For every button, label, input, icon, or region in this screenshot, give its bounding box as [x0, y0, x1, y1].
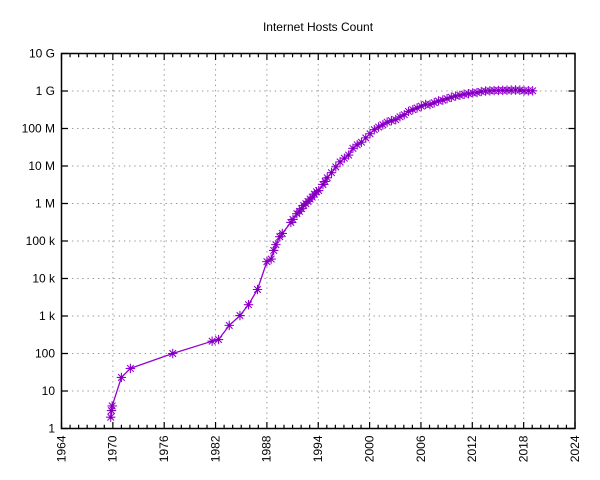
svg-text:Internet Hosts Count: Internet Hosts Count	[263, 20, 374, 34]
svg-text:2012: 2012	[465, 435, 479, 462]
svg-text:1988: 1988	[260, 435, 274, 462]
svg-text:100: 100	[35, 347, 55, 361]
svg-text:10 k: 10 k	[32, 272, 56, 286]
svg-text:10 G: 10 G	[29, 47, 55, 61]
svg-text:100 k: 100 k	[26, 234, 56, 248]
svg-text:1: 1	[48, 422, 55, 436]
svg-text:10: 10	[42, 384, 56, 398]
svg-text:1976: 1976	[157, 435, 171, 462]
svg-text:1964: 1964	[54, 435, 68, 462]
svg-text:2018: 2018	[516, 435, 530, 462]
svg-text:2024: 2024	[568, 435, 582, 462]
svg-text:1 k: 1 k	[39, 309, 56, 323]
svg-text:2006: 2006	[414, 435, 428, 462]
svg-text:1 M: 1 M	[35, 197, 55, 211]
svg-text:1982: 1982	[208, 435, 222, 462]
svg-text:1994: 1994	[311, 435, 325, 462]
svg-text:2000: 2000	[362, 435, 376, 462]
svg-text:100 M: 100 M	[22, 122, 55, 136]
svg-text:10 M: 10 M	[28, 159, 55, 173]
svg-text:1970: 1970	[106, 435, 120, 462]
svg-text:1 G: 1 G	[36, 84, 55, 98]
